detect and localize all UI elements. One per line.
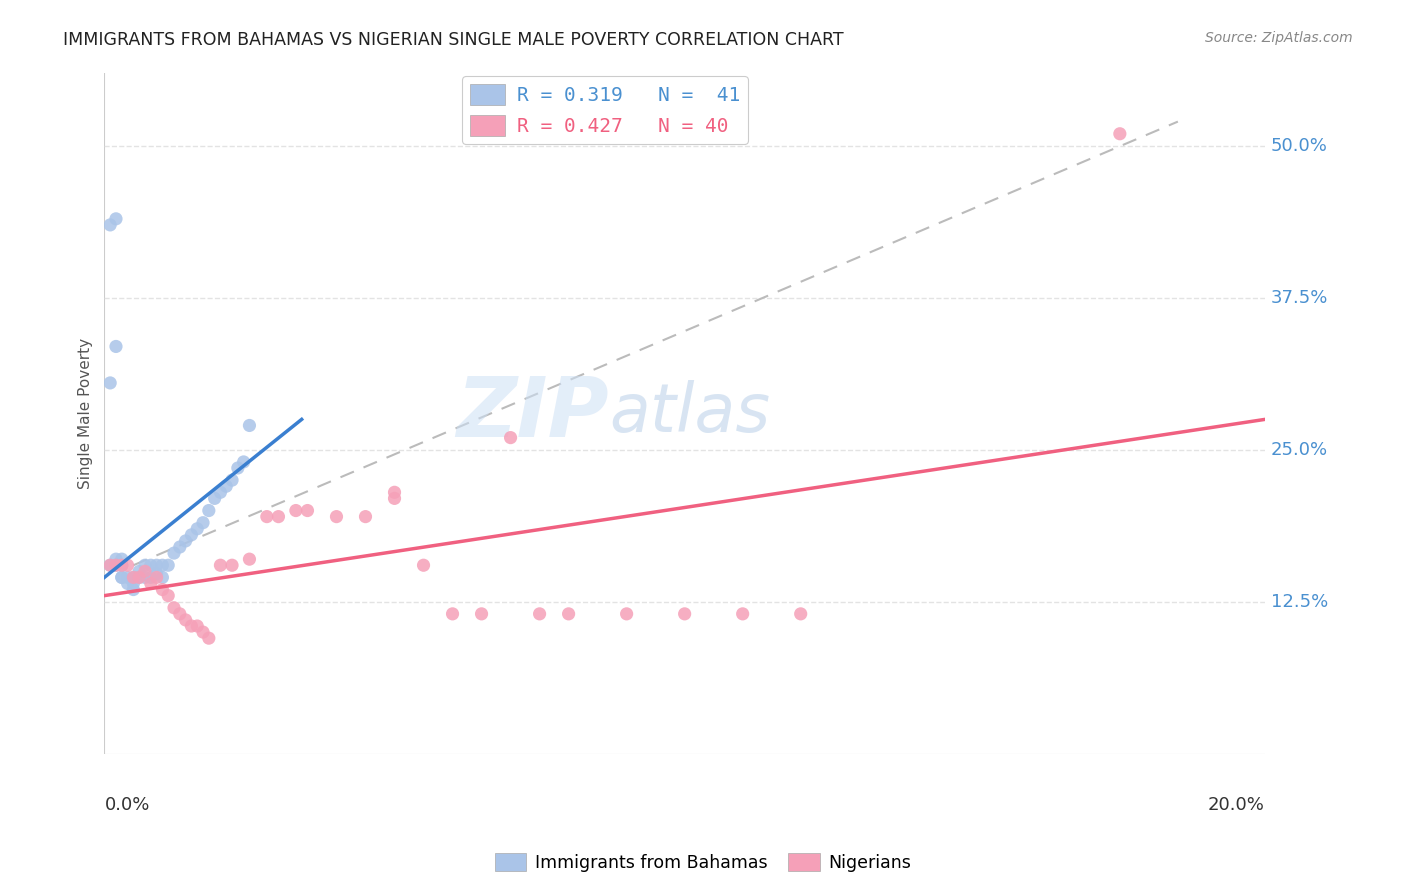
Point — [198, 631, 221, 645]
Point — [98, 218, 121, 232]
Point — [104, 558, 127, 573]
Point — [441, 607, 464, 621]
Text: 25.0%: 25.0% — [1271, 441, 1327, 458]
Point — [731, 607, 754, 621]
Legend: Immigrants from Bahamas, Nigerians: Immigrants from Bahamas, Nigerians — [488, 847, 918, 879]
Point — [325, 509, 347, 524]
Point — [226, 461, 249, 475]
Point — [145, 566, 167, 581]
Point — [616, 607, 638, 621]
Text: atlas: atlas — [609, 380, 770, 446]
Point — [139, 576, 162, 591]
Text: Source: ZipAtlas.com: Source: ZipAtlas.com — [1205, 31, 1353, 45]
Point — [134, 570, 156, 584]
Point — [122, 582, 145, 597]
Point — [384, 491, 406, 506]
Point — [152, 558, 174, 573]
Point — [134, 564, 156, 578]
Point — [98, 376, 121, 390]
Point — [128, 570, 150, 584]
Point — [169, 540, 191, 554]
Text: 50.0%: 50.0% — [1271, 136, 1327, 155]
Point — [191, 625, 214, 640]
Point — [499, 431, 522, 445]
Text: 0.0%: 0.0% — [104, 797, 150, 814]
Point — [191, 516, 214, 530]
Point — [204, 491, 226, 506]
Point — [111, 558, 134, 573]
Point — [163, 546, 186, 560]
Point — [152, 570, 174, 584]
Point — [122, 570, 145, 584]
Point — [186, 619, 208, 633]
Text: 20.0%: 20.0% — [1208, 797, 1265, 814]
Point — [209, 558, 232, 573]
Point — [198, 503, 221, 517]
Point — [111, 570, 134, 584]
Point — [104, 339, 127, 353]
Point — [384, 485, 406, 500]
Point — [232, 455, 254, 469]
Point — [238, 552, 260, 566]
Point — [104, 558, 127, 573]
Point — [557, 607, 579, 621]
Point — [174, 613, 197, 627]
Point — [209, 485, 232, 500]
Text: 37.5%: 37.5% — [1271, 289, 1329, 307]
Point — [169, 607, 191, 621]
Point — [180, 619, 202, 633]
Point — [98, 558, 121, 573]
Point — [117, 570, 139, 584]
Point — [354, 509, 377, 524]
Point — [412, 558, 434, 573]
Point — [128, 564, 150, 578]
Point — [267, 509, 290, 524]
Point — [128, 570, 150, 584]
Point — [98, 558, 121, 573]
Point — [139, 570, 162, 584]
Point — [104, 211, 127, 226]
Point — [145, 570, 167, 584]
Point — [180, 528, 202, 542]
Point — [256, 509, 278, 524]
Point — [186, 522, 208, 536]
Text: ZIP: ZIP — [457, 373, 609, 454]
Point — [297, 503, 319, 517]
Point — [1108, 127, 1130, 141]
Point — [117, 576, 139, 591]
Point — [145, 558, 167, 573]
Point — [215, 479, 238, 493]
Point — [673, 607, 696, 621]
Point — [122, 570, 145, 584]
Point — [529, 607, 551, 621]
Point — [157, 558, 180, 573]
Point — [238, 418, 260, 433]
Point — [152, 582, 174, 597]
Point — [174, 533, 197, 548]
Point — [111, 570, 134, 584]
Point — [221, 558, 243, 573]
Legend: R = 0.319   N =  41, R = 0.427   N = 40: R = 0.319 N = 41, R = 0.427 N = 40 — [463, 76, 748, 144]
Point — [789, 607, 811, 621]
Text: 12.5%: 12.5% — [1271, 592, 1327, 611]
Point — [111, 558, 134, 573]
Point — [122, 576, 145, 591]
Point — [284, 503, 307, 517]
Point — [163, 600, 186, 615]
Point — [134, 558, 156, 573]
Point — [221, 473, 243, 487]
Point — [117, 558, 139, 573]
Point — [104, 552, 127, 566]
Point — [111, 552, 134, 566]
Point — [139, 558, 162, 573]
Y-axis label: Single Male Poverty: Single Male Poverty — [79, 338, 93, 489]
Point — [157, 589, 180, 603]
Point — [470, 607, 492, 621]
Text: IMMIGRANTS FROM BAHAMAS VS NIGERIAN SINGLE MALE POVERTY CORRELATION CHART: IMMIGRANTS FROM BAHAMAS VS NIGERIAN SING… — [63, 31, 844, 49]
